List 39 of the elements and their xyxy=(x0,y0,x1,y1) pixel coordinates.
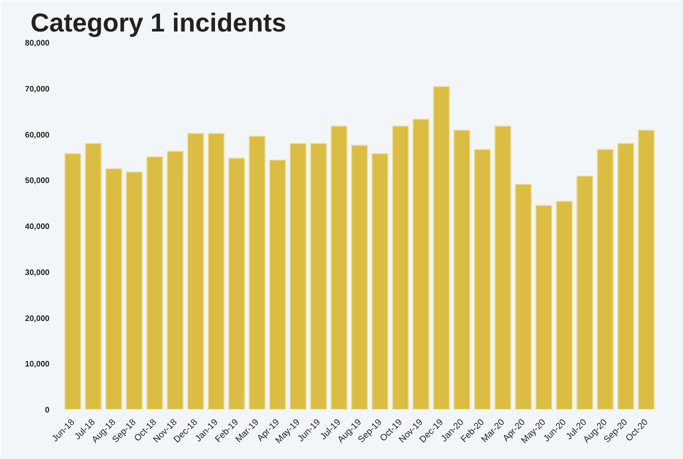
bar xyxy=(105,168,122,410)
y-tick-label: 70,000 xyxy=(25,84,50,94)
bar xyxy=(84,142,102,410)
bar xyxy=(576,175,594,410)
y-tick-label: 80,000 xyxy=(25,38,50,48)
bar xyxy=(494,125,512,410)
y-tick-label: 30,000 xyxy=(25,268,50,277)
bar xyxy=(330,125,348,410)
bar xyxy=(351,144,368,410)
bar xyxy=(248,136,266,410)
y-tick-label: 50,000 xyxy=(25,176,50,186)
y-tick-label: 10,000 xyxy=(25,360,50,369)
bar xyxy=(290,142,307,410)
bar xyxy=(187,132,204,410)
bar xyxy=(432,86,450,410)
bar xyxy=(392,125,409,410)
bar xyxy=(371,153,388,410)
y-tick-label: 60,000 xyxy=(25,130,50,140)
bar xyxy=(474,148,491,410)
bar xyxy=(126,171,143,410)
y-tick-label: 20,000 xyxy=(25,314,50,323)
bar xyxy=(166,150,184,410)
bar xyxy=(596,148,614,410)
y-tick-label: 0 xyxy=(45,406,50,414)
bar xyxy=(453,130,470,410)
y-tick-label: 40,000 xyxy=(25,222,50,231)
bar xyxy=(412,118,430,410)
bar xyxy=(64,153,82,410)
bar xyxy=(310,142,328,410)
bar xyxy=(617,142,634,410)
bar xyxy=(514,184,532,410)
bar xyxy=(535,204,552,410)
bar xyxy=(208,132,225,410)
bar xyxy=(228,158,246,410)
bar xyxy=(269,159,286,410)
bar xyxy=(146,156,164,410)
chart-title: Category 1 incidents xyxy=(30,8,286,38)
bar xyxy=(556,200,573,410)
bar xyxy=(638,130,655,410)
